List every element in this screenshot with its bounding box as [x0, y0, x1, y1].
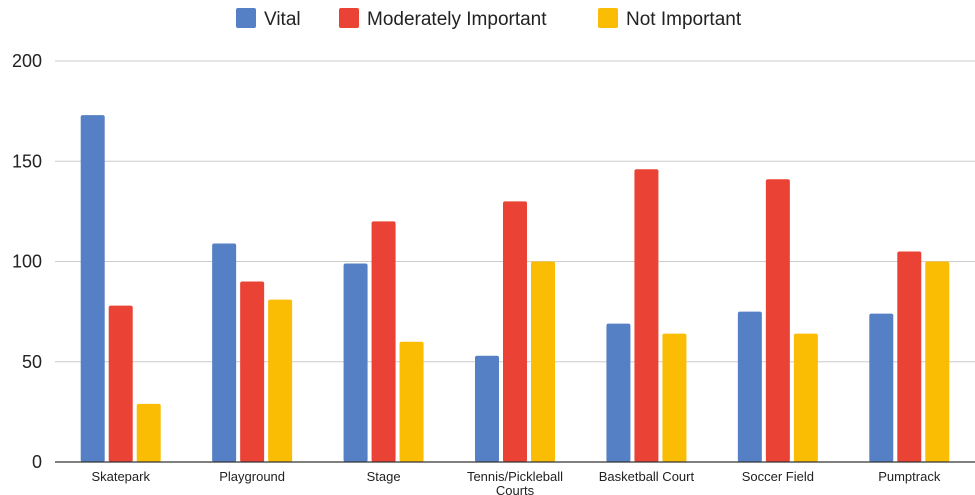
bar-not-important-stage [399, 341, 424, 462]
bar-vital-stage [343, 263, 368, 462]
legend: Vital Moderately Important Not Important [236, 8, 742, 30]
y-tick-label: 150 [12, 151, 42, 171]
x-tick-label: Pumptrack [878, 469, 941, 484]
legend-label: Moderately Important [367, 9, 547, 30]
legend-label: Not Important [626, 9, 742, 30]
bar-vital-skatepark [80, 115, 105, 462]
y-tick-label: 50 [22, 352, 42, 372]
bar-vital-basketball-court [606, 323, 631, 462]
bar-not-important-basketball-court [662, 333, 687, 462]
x-tick-label: Playground [219, 469, 285, 484]
bar-moderately-important-basketball-court [634, 169, 659, 462]
x-tick-label: Basketball Court [599, 469, 695, 484]
bar-not-important-tennis-pickleball-courts [531, 261, 555, 462]
y-tick-label: 0 [32, 452, 42, 472]
x-tick-label: Stage [367, 469, 401, 484]
y-tick-label: 100 [12, 252, 42, 272]
bar-moderately-important-stage [371, 221, 396, 462]
bar-moderately-important-skatepark [108, 305, 133, 462]
bars [80, 115, 950, 463]
legend-swatch [339, 8, 359, 28]
x-tick-label: Soccer Field [742, 469, 814, 484]
x-tick-label: Tennis/Pickleball Courts [467, 469, 563, 495]
y-tick-label: 200 [12, 51, 42, 71]
bar-moderately-important-soccer-field [765, 179, 790, 463]
bar-not-important-pumptrack [925, 261, 950, 462]
bar-not-important-soccer-field [793, 333, 818, 462]
bar-vital-soccer-field [737, 311, 762, 462]
legend-label: Vital [264, 9, 301, 30]
bar-moderately-important-playground [240, 281, 265, 462]
legend-swatch [236, 8, 256, 28]
bar-not-important-skatepark [136, 403, 161, 462]
legend-swatch [598, 8, 618, 28]
bar-vital-pumptrack [869, 313, 894, 462]
x-tick-label: Skatepark [91, 469, 150, 484]
bar-vital-playground [212, 243, 237, 462]
bar-not-important-playground [268, 299, 293, 462]
bar-vital-tennis-pickleball-courts [475, 355, 499, 462]
x-axis: Skatepark Playground Stage Tennis/Picklebal… [55, 461, 975, 495]
bar-moderately-important-tennis-pickleball-courts [503, 201, 527, 462]
bar-moderately-important-pumptrack [897, 251, 922, 462]
y-axis: 0 50 100 150 200 [12, 51, 42, 472]
